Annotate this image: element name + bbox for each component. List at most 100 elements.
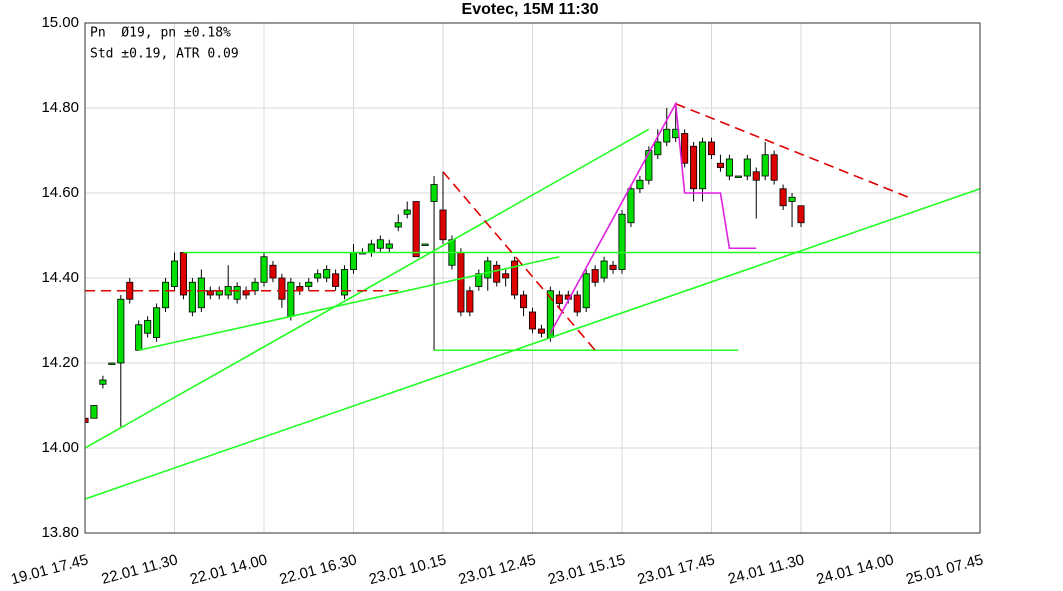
candle-body <box>376 239 384 249</box>
candle-body <box>385 243 393 249</box>
candle-body <box>663 128 671 143</box>
chart-title: Evotec, 15M 11:30 <box>462 1 599 18</box>
trend-line <box>138 255 560 352</box>
x-tick-label: 23.01 10.15 <box>367 551 448 588</box>
candle-body <box>126 281 134 300</box>
candle-body <box>251 281 259 292</box>
candle-body <box>618 213 626 270</box>
candle-body <box>502 273 510 279</box>
x-tick-label: 23.01 17.45 <box>636 551 717 588</box>
candle-body <box>323 269 331 279</box>
candle-body <box>520 294 528 309</box>
candle-body <box>788 196 796 202</box>
candle-body <box>457 252 465 313</box>
candle-body <box>90 405 98 419</box>
candle-body <box>135 324 143 351</box>
candle-body <box>475 273 483 287</box>
candle-body <box>716 162 724 168</box>
trend-line <box>549 101 757 334</box>
candle-body <box>394 222 402 228</box>
trend-line <box>675 103 909 198</box>
candle-body <box>117 298 125 364</box>
candle-body <box>690 145 698 190</box>
y-tick-label: 14.80 <box>41 99 79 116</box>
y-tick-label: 14.00 <box>41 439 79 456</box>
candle-body <box>179 252 187 296</box>
y-tick-label: 14.60 <box>41 184 79 201</box>
candle-body <box>99 379 107 385</box>
candle-body <box>761 154 769 177</box>
candle-body <box>170 260 179 287</box>
y-tick-label: 14.40 <box>41 269 79 286</box>
x-tick-label: 23.01 15.15 <box>546 551 627 588</box>
candle-body <box>144 320 152 334</box>
annotation: Std ±0.19, ATR 0.09 <box>90 47 239 62</box>
candle-body <box>430 184 438 202</box>
candle-body <box>367 243 375 253</box>
x-tick-label: 22.01 16.30 <box>278 551 359 588</box>
candle-body <box>278 277 286 300</box>
candle-body <box>528 311 537 330</box>
candle-body <box>466 290 474 313</box>
candle-body <box>332 273 340 287</box>
candle-body <box>743 158 751 177</box>
candle-body <box>305 281 313 287</box>
candle-body <box>582 273 590 309</box>
candle-body <box>797 205 805 224</box>
candle-body <box>403 209 411 215</box>
candle-body <box>341 269 349 296</box>
candle-body <box>233 286 241 300</box>
plot-frame <box>84 22 981 534</box>
candle-body <box>752 171 760 181</box>
x-tick-label: 19.01 17.45 <box>9 551 90 588</box>
candle-body <box>537 328 545 334</box>
candle-body <box>484 260 492 279</box>
candle-body <box>645 150 653 181</box>
candle-body <box>725 158 733 177</box>
candle-body <box>770 154 778 181</box>
candle-body <box>314 273 322 279</box>
x-tick-label: 24.01 11.30 <box>726 551 806 588</box>
candle-body <box>260 256 268 283</box>
candle-body <box>555 294 563 304</box>
candle-body <box>269 264 277 279</box>
trend-line <box>85 187 980 500</box>
candle-body <box>591 269 599 283</box>
candle-body <box>573 294 581 313</box>
candle-body <box>206 290 214 296</box>
candle-body <box>162 281 170 309</box>
candle-body <box>609 264 617 270</box>
candle-body <box>439 209 447 241</box>
candle-body <box>681 133 689 164</box>
y-tick-label: 13.80 <box>41 524 79 541</box>
y-tick-label: 14.20 <box>41 354 79 371</box>
x-tick-label: 24.01 14.00 <box>815 551 896 588</box>
candle-body <box>636 179 644 190</box>
candle-body <box>108 362 116 365</box>
candle-body <box>412 201 420 258</box>
candle-body <box>421 243 429 246</box>
candle-body <box>654 141 662 156</box>
candle-body <box>287 281 295 317</box>
candle-body <box>627 188 635 224</box>
candle-body <box>493 264 501 283</box>
candle-body <box>779 188 787 207</box>
candle-body <box>197 277 205 309</box>
candle-body <box>511 260 519 296</box>
candle-body <box>699 141 707 190</box>
x-tick-label: 25.01 07.45 <box>904 551 985 588</box>
candle-body <box>188 281 196 313</box>
candle-body <box>600 260 608 279</box>
annotation: Pn Ø19, pn ±0.18% <box>90 26 231 41</box>
candle-body <box>349 252 358 270</box>
candle-body <box>153 307 161 338</box>
y-tick-label: 15.00 <box>41 14 79 31</box>
x-tick-label: 22.01 14.00 <box>188 551 269 588</box>
x-tick-label: 23.01 12.45 <box>457 551 538 588</box>
trend-line <box>85 128 650 449</box>
trend-line <box>442 171 596 351</box>
x-tick-label: 22.01 11.30 <box>100 551 180 588</box>
candle-body <box>734 175 742 178</box>
